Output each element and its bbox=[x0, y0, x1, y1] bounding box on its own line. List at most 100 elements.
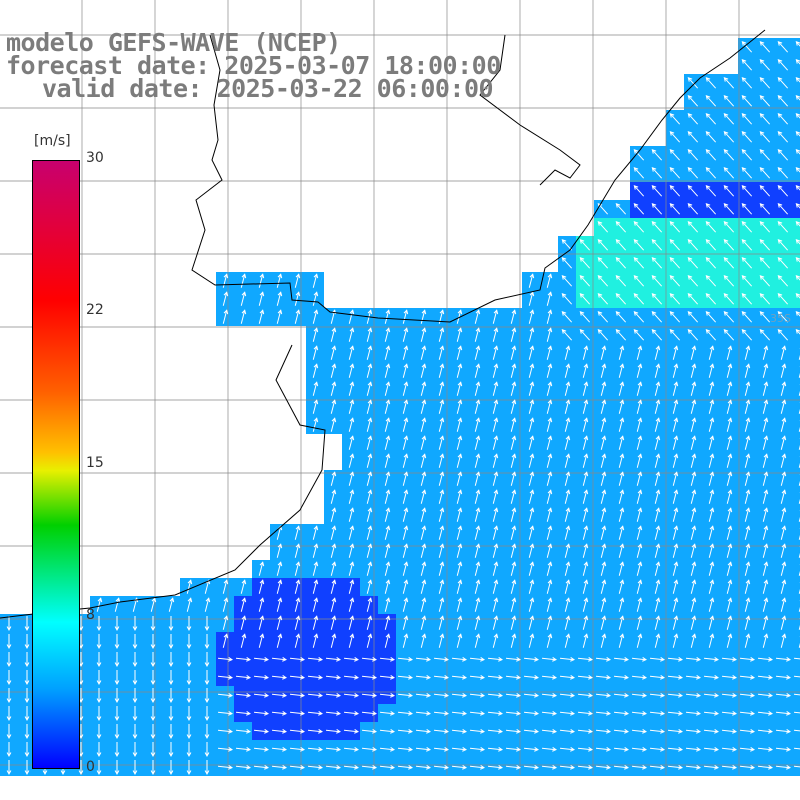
wind-arrow bbox=[258, 633, 265, 648]
wind-arrow bbox=[402, 489, 409, 504]
wind-arrow bbox=[114, 688, 120, 704]
wind-arrow bbox=[559, 747, 576, 752]
wind-arrow bbox=[613, 729, 630, 734]
wind-arrow bbox=[487, 675, 504, 680]
wind-arrow bbox=[276, 579, 283, 594]
wind-arrow bbox=[384, 363, 391, 378]
wind-arrow bbox=[780, 525, 787, 540]
wind-arrow bbox=[469, 711, 486, 716]
colorbar-tick-8: 8 bbox=[86, 607, 95, 623]
wind-arrow bbox=[795, 185, 800, 191]
wind-arrow bbox=[615, 239, 627, 251]
wind-arrow bbox=[582, 525, 589, 540]
wind-arrow bbox=[402, 561, 409, 576]
wind-arrow bbox=[633, 167, 645, 179]
wind-arrow bbox=[741, 239, 753, 251]
wind-arrow bbox=[348, 489, 355, 504]
wind-arrow bbox=[633, 239, 645, 251]
wind-arrow bbox=[595, 693, 612, 698]
wind-arrow bbox=[6, 742, 12, 758]
wind-arrow bbox=[775, 675, 792, 680]
wind-arrow bbox=[672, 399, 679, 414]
wind-arrow bbox=[705, 239, 717, 251]
wind-arrow bbox=[330, 381, 337, 396]
wind-arrow bbox=[546, 381, 553, 396]
wind-arrow bbox=[366, 525, 373, 540]
wind-arrow bbox=[672, 543, 679, 558]
wind-arrow bbox=[795, 275, 800, 281]
wind-arrow bbox=[654, 561, 661, 576]
wind-arrow bbox=[492, 489, 499, 504]
wind-arrow bbox=[708, 435, 715, 450]
wind-arrow bbox=[636, 363, 643, 378]
wind-arrow bbox=[361, 729, 378, 734]
wind-arrow bbox=[741, 293, 753, 305]
wind-arrow bbox=[348, 435, 355, 450]
wind-arrow bbox=[307, 747, 324, 752]
wind-arrow bbox=[559, 693, 576, 698]
wind-arrow bbox=[456, 435, 463, 450]
wind-arrow bbox=[24, 760, 30, 776]
wind-arrow bbox=[456, 489, 463, 504]
wind-arrow bbox=[438, 561, 445, 576]
wind-arrow bbox=[474, 561, 481, 576]
wind-arrow bbox=[456, 363, 463, 378]
wind-arrow bbox=[325, 729, 342, 734]
wind-arrow bbox=[168, 742, 174, 758]
wind-arrow bbox=[222, 309, 229, 324]
wind-arrow bbox=[96, 597, 103, 612]
wind-arrow bbox=[343, 711, 360, 716]
wind-arrow bbox=[600, 435, 607, 450]
wind-arrow bbox=[523, 765, 540, 770]
wind-arrow bbox=[438, 417, 445, 432]
wind-arrow bbox=[528, 525, 535, 540]
wind-arrow bbox=[795, 329, 800, 335]
wind-arrow bbox=[690, 363, 697, 378]
wind-arrow bbox=[618, 417, 625, 432]
wind-arrow bbox=[762, 399, 769, 414]
wind-arrow bbox=[420, 471, 427, 486]
wind-arrow bbox=[150, 670, 156, 686]
wind-arrow bbox=[705, 257, 717, 269]
wind-arrow bbox=[217, 675, 234, 680]
wind-arrow bbox=[777, 77, 789, 89]
wind-arrow bbox=[487, 693, 504, 698]
wind-arrow bbox=[759, 167, 771, 179]
wind-arrow bbox=[379, 657, 396, 662]
wind-arrow bbox=[649, 765, 666, 770]
wind-arrow bbox=[690, 489, 697, 504]
wind-arrow bbox=[636, 471, 643, 486]
wind-arrow bbox=[633, 293, 645, 305]
wind-arrow bbox=[253, 711, 270, 716]
wind-arrow bbox=[384, 543, 391, 558]
wind-arrow bbox=[456, 633, 463, 648]
wind-arrow bbox=[582, 489, 589, 504]
wind-arrow bbox=[348, 471, 355, 486]
wind-arrow bbox=[150, 616, 156, 632]
wind-arrow bbox=[384, 615, 391, 630]
wind-arrow bbox=[726, 543, 733, 558]
wind-arrow bbox=[741, 329, 753, 341]
wind-arrow bbox=[186, 670, 192, 686]
wind-speed-field bbox=[0, 38, 800, 776]
wind-arrow bbox=[235, 765, 252, 770]
wind-arrow bbox=[325, 657, 342, 662]
wind-arrow bbox=[636, 345, 643, 360]
wind-arrow bbox=[523, 711, 540, 716]
wind-arrow bbox=[438, 597, 445, 612]
wind-arrow bbox=[703, 747, 720, 752]
wind-arrow bbox=[235, 729, 252, 734]
wind-arrow bbox=[582, 597, 589, 612]
wind-arrow bbox=[564, 579, 571, 594]
wind-arrow bbox=[651, 257, 663, 269]
wind-arrow bbox=[415, 693, 432, 698]
wind-arrow bbox=[510, 525, 517, 540]
wind-arrow bbox=[384, 399, 391, 414]
wind-arrow bbox=[222, 633, 229, 648]
wind-arrow bbox=[505, 675, 522, 680]
wind-arrow bbox=[456, 381, 463, 396]
wind-arrow bbox=[312, 417, 319, 432]
wind-arrow bbox=[577, 729, 594, 734]
wind-arrow bbox=[312, 615, 319, 630]
wind-arrow bbox=[492, 525, 499, 540]
